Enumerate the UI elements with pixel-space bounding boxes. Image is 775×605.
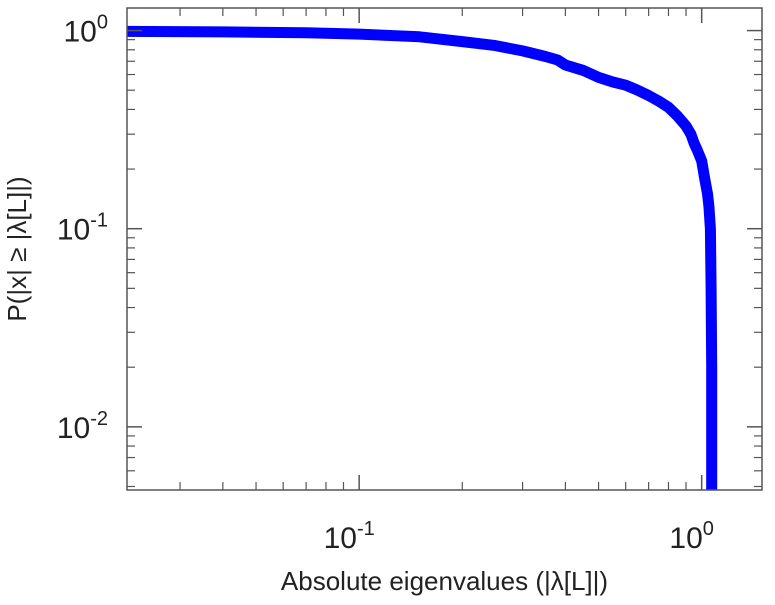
minor-ticks: [127, 8, 762, 490]
y-tick-label: 100: [64, 12, 109, 49]
major-ticks: [127, 8, 762, 490]
series-line: [126, 25, 718, 490]
x-tick-label: 10-1: [324, 518, 375, 555]
y-axis-label: P(|x| ≥ |λ[L]|): [2, 176, 32, 321]
x-tick-label: 100: [669, 518, 714, 555]
x-tick-labels: 10-1 100: [324, 518, 714, 555]
y-tick-label: 10-2: [57, 408, 108, 445]
x-axis-label: Absolute eigenvalues (|λ[L]|): [281, 566, 608, 596]
series-layer: [126, 25, 718, 490]
plot-frame: [126, 7, 763, 491]
y-tick-labels: 100 10-1 10-2: [57, 12, 108, 445]
y-tick-label: 10-1: [57, 210, 108, 247]
